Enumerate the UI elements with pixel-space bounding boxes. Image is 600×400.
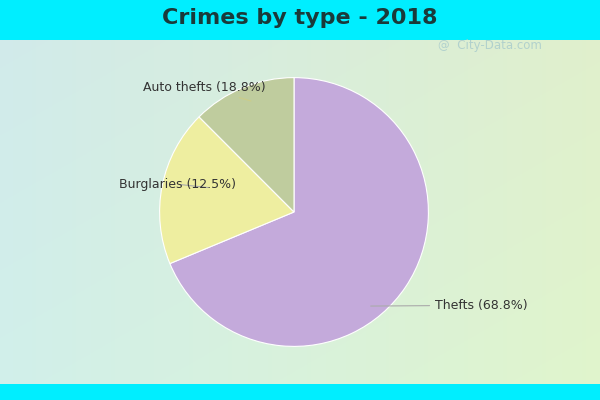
Text: Crimes by type - 2018: Crimes by type - 2018 xyxy=(162,8,438,28)
Wedge shape xyxy=(160,117,294,264)
Wedge shape xyxy=(199,78,294,212)
Text: @  City-Data.com: @ City-Data.com xyxy=(438,40,542,52)
Text: Auto thefts (18.8%): Auto thefts (18.8%) xyxy=(143,81,266,101)
Text: Burglaries (12.5%): Burglaries (12.5%) xyxy=(119,178,236,191)
Text: Thefts (68.8%): Thefts (68.8%) xyxy=(371,299,528,312)
Wedge shape xyxy=(170,78,428,346)
